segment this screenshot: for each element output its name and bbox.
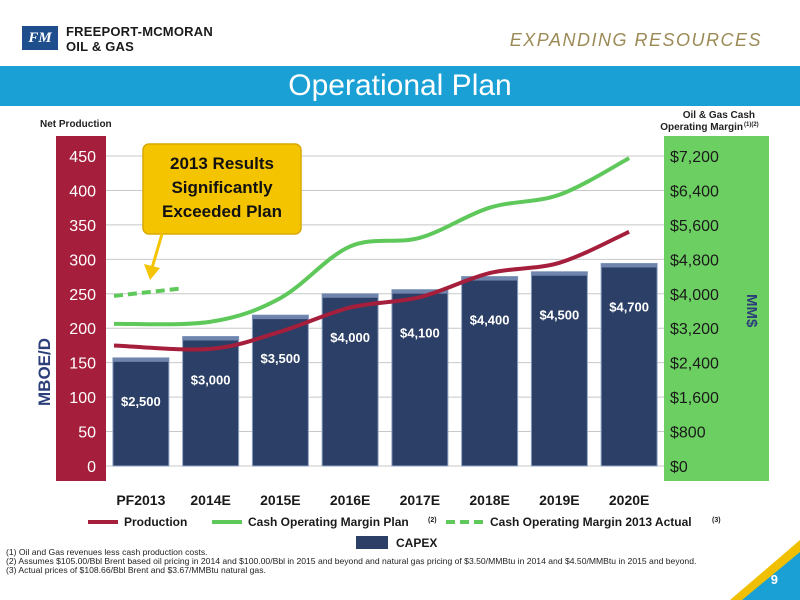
capex-bar <box>182 335 240 467</box>
capex-label: $4,700 <box>609 299 649 314</box>
logo-mark: FM <box>22 26 58 50</box>
left-tick-label: 0 <box>87 459 96 476</box>
capex-bar-cap <box>531 271 588 276</box>
left-tick-label: 150 <box>69 356 96 373</box>
margin-plan-line <box>113 156 631 327</box>
callout-line3: Exceeded Plan <box>162 202 282 221</box>
right-axis-band <box>664 136 769 481</box>
capex-label: $3,000 <box>191 372 231 387</box>
page-title: Operational Plan <box>288 69 512 102</box>
capex-label: $4,500 <box>539 308 579 323</box>
footnote-2: (2) Assumes $105.00/Bbl Brent based oil … <box>6 556 697 567</box>
legend-margin-actual-sup: (3) <box>712 517 721 524</box>
left-tick-label: 400 <box>69 183 96 200</box>
right-axis-label: MM$ <box>743 294 760 328</box>
left-axis-band <box>56 136 106 481</box>
legend-margin-plan-label: Cash Operating Margin Plan <box>248 515 409 529</box>
legend-production-label: Production <box>124 515 187 529</box>
right-tick-label: $0 <box>670 459 688 476</box>
company-name-line1: FREEPORT-MCMORAN <box>66 24 213 39</box>
legend-capex-swatch <box>356 536 388 549</box>
left-tick-label: 200 <box>69 321 96 338</box>
left-tick-label: 50 <box>78 425 96 442</box>
callout-line2: Significantly <box>171 178 273 197</box>
right-tick-label: $4,800 <box>670 252 719 269</box>
capex-bar-cap <box>322 293 379 298</box>
right-axis-title-line1: Oil & Gas Cash <box>683 110 755 121</box>
title-banner: Operational Plan <box>0 66 800 106</box>
capex-label: $4,400 <box>470 313 510 328</box>
left-tick-label: 450 <box>69 149 96 166</box>
page-number: 9 <box>770 572 778 587</box>
right-tick-label: $5,600 <box>670 218 719 235</box>
right-axis-title-line2-text: Operating Margin <box>660 122 743 133</box>
left-axis-title: Net Production <box>40 119 112 130</box>
production-chart: Net Production Oil & Gas Cash Operating … <box>35 110 769 550</box>
capex-bar-cap <box>252 315 309 320</box>
left-tick-label: 350 <box>69 218 96 235</box>
callout-line1: 2013 Results <box>170 154 274 173</box>
company-name-line2: OIL & GAS <box>66 39 135 54</box>
capex-label: $3,500 <box>260 351 300 366</box>
capex-label: $4,000 <box>330 330 370 345</box>
category-label: 2016E <box>330 492 370 508</box>
capex-label: $2,500 <box>121 394 161 409</box>
footnotes: (1) Oil and Gas revenues less cash produ… <box>6 547 766 576</box>
tagline: EXPANDING RESOURCES <box>509 30 762 50</box>
left-tick-label: 250 <box>69 287 96 304</box>
category-label: 2018E <box>469 492 509 508</box>
legend-capex-label: CAPEX <box>396 536 437 550</box>
right-tick-label: $1,600 <box>670 390 719 407</box>
capex-bar-cap <box>112 357 169 362</box>
capex-bar <box>391 289 449 467</box>
production-line <box>113 229 630 352</box>
category-label: 2015E <box>260 492 300 508</box>
category-label: 2017E <box>400 492 440 508</box>
right-tick-label: $2,400 <box>670 356 719 373</box>
capex-bar <box>530 271 588 467</box>
results-callout: 2013 Results Significantly Exceeded Plan <box>142 143 302 235</box>
right-tick-label: $3,200 <box>670 321 719 338</box>
capex-bar <box>461 276 519 467</box>
capex-bar-cap <box>601 263 658 268</box>
category-label: 2019E <box>539 492 579 508</box>
category-label: 2020E <box>609 492 649 508</box>
right-axis-title-line2: Operating Margin <box>660 122 743 133</box>
left-tick-label: 300 <box>69 252 96 269</box>
footnote-1: (1) Oil and Gas revenues less cash produ… <box>6 547 208 557</box>
right-tick-label: $7,200 <box>670 149 719 166</box>
company-logo: FM FREEPORT-MCMORAN OIL & GAS <box>22 24 232 54</box>
capex-bar <box>600 262 658 467</box>
footnote-3: (3) Actual prices of $108.66/Bbl Brent a… <box>6 565 266 576</box>
category-label: 2014E <box>190 492 230 508</box>
capex-bar <box>112 357 170 467</box>
right-tick-label: $800 <box>670 425 706 442</box>
capex-bar-cap <box>461 276 518 281</box>
capex-bar <box>251 314 309 467</box>
header: FM FREEPORT-MCMORAN OIL & GAS EXPANDING … <box>0 0 800 66</box>
capex-bar-cap <box>391 289 448 294</box>
callout-arrow <box>144 233 164 280</box>
capex-bar <box>321 293 379 467</box>
right-axis-title-sup: (1)(2) <box>744 122 759 128</box>
category-label: PF2013 <box>116 492 165 508</box>
capex-label: $4,100 <box>400 326 440 341</box>
margin-actual-line <box>113 286 181 298</box>
right-tick-label: $4,000 <box>670 287 719 304</box>
left-axis-label: MBOE/D <box>35 338 54 406</box>
right-tick-label: $6,400 <box>670 183 719 200</box>
legend-margin-actual-label: Cash Operating Margin 2013 Actual <box>490 515 692 529</box>
left-tick-label: 100 <box>69 390 96 407</box>
capex-bar-cap <box>182 336 239 341</box>
legend-margin-plan-sup: (2) <box>428 517 437 524</box>
